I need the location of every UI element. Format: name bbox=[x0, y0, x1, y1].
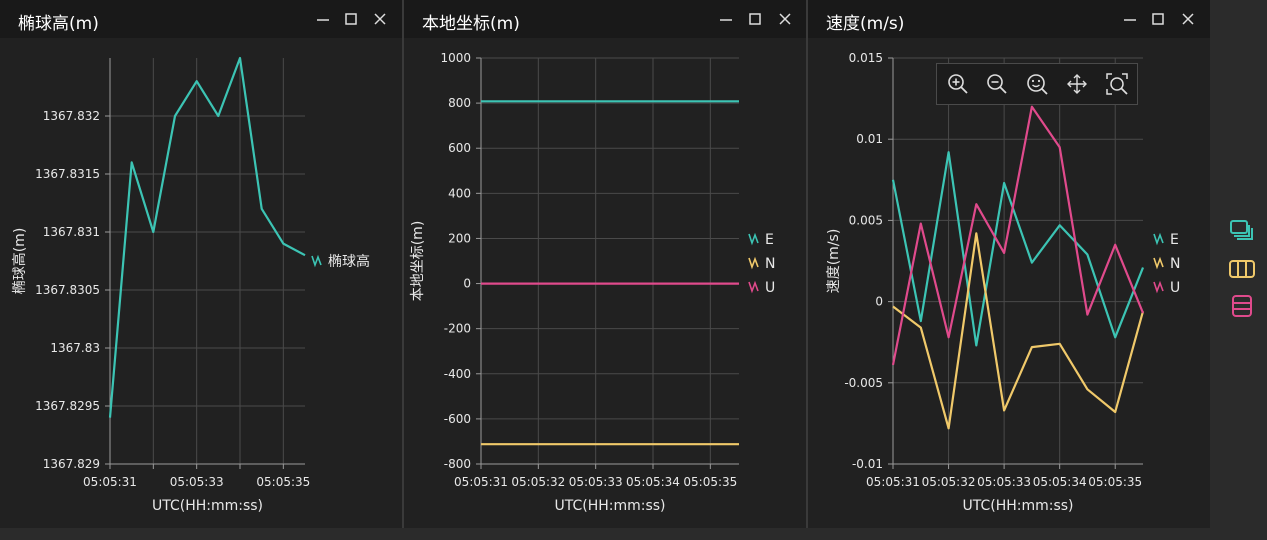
panel-titlebar[interactable]: 本地坐标(m) bbox=[404, 0, 806, 38]
y-tick-label: 0.005 bbox=[849, 213, 883, 227]
x-tick-label: 05:05:33 bbox=[977, 475, 1031, 489]
legend-swatch bbox=[748, 232, 759, 246]
y-tick-label: 1367.8305 bbox=[35, 283, 100, 297]
x-tick-label: 05:05:31 bbox=[866, 475, 920, 489]
x-tick-label: 05:05:34 bbox=[626, 475, 680, 489]
panel-body bbox=[0, 38, 402, 528]
close-icon[interactable] bbox=[369, 8, 391, 30]
layout-vertical-icon[interactable] bbox=[1227, 293, 1257, 319]
panel-title: 本地坐标(m) bbox=[422, 14, 520, 34]
y-tick-label: -800 bbox=[444, 457, 471, 471]
y-tick-label: 0.015 bbox=[849, 51, 883, 65]
x-axis-label: UTC(HH:mm:ss) bbox=[554, 498, 665, 514]
layout-horizontal-icon[interactable] bbox=[1227, 256, 1257, 282]
legend-swatch bbox=[1153, 280, 1164, 294]
legend-label: 椭球高 bbox=[328, 253, 370, 270]
x-tick-label: 05:05:33 bbox=[170, 475, 224, 489]
legend-label: U bbox=[1170, 280, 1180, 296]
y-tick-label: 800 bbox=[448, 96, 471, 110]
minimize-icon[interactable] bbox=[715, 8, 737, 30]
legend-label: E bbox=[1170, 232, 1179, 248]
y-tick-label: 400 bbox=[448, 186, 471, 200]
x-tick-label: 05:05:31 bbox=[83, 475, 137, 489]
zoom-box-icon[interactable] bbox=[1104, 71, 1130, 97]
panel-velocity: 速度(m/s) -0.01 -0.005 0 0.005 0.01 0.015 05:05:… bbox=[808, 0, 1210, 528]
layers-icon[interactable] bbox=[1227, 217, 1257, 243]
y-tick-label: 1367.8315 bbox=[35, 167, 100, 181]
y-tick-label: 0 bbox=[463, 277, 471, 291]
x-tick-label: 05:05:32 bbox=[922, 475, 976, 489]
legend-swatch bbox=[748, 280, 759, 294]
close-icon[interactable] bbox=[1177, 8, 1199, 30]
y-tick-label: 1367.831 bbox=[43, 225, 100, 239]
series-line-N bbox=[892, 232, 1145, 430]
y-tick-label: 1367.83 bbox=[50, 341, 100, 355]
close-icon[interactable] bbox=[774, 8, 796, 30]
y-tick-label: 0 bbox=[875, 295, 883, 309]
x-axis-label: UTC(HH:mm:ss) bbox=[152, 498, 263, 514]
panel-titlebar[interactable]: 椭球高(m) bbox=[0, 0, 402, 38]
zoom-out-icon[interactable] bbox=[984, 71, 1010, 97]
y-tick-label: -400 bbox=[444, 367, 471, 381]
x-tick-label: 05:05:31 bbox=[454, 475, 508, 489]
zoom-in-icon[interactable] bbox=[945, 71, 971, 97]
status-strip bbox=[0, 528, 1210, 540]
legend-swatch bbox=[1153, 232, 1164, 246]
pan-icon[interactable] bbox=[1064, 71, 1090, 97]
panel-divider[interactable] bbox=[806, 0, 808, 528]
y-tick-label: 1000 bbox=[440, 51, 471, 65]
maximize-icon[interactable] bbox=[340, 8, 362, 30]
y-axis-label: 本地坐标(m) bbox=[410, 221, 426, 302]
y-tick-label: 600 bbox=[448, 141, 471, 155]
y-tick-label: -0.01 bbox=[852, 457, 883, 471]
legend-label: U bbox=[765, 280, 775, 296]
y-axis-label: 椭球高(m) bbox=[11, 228, 28, 295]
y-tick-label: 200 bbox=[448, 231, 471, 245]
legend-label: N bbox=[1170, 256, 1180, 272]
y-tick-label: 1367.829 bbox=[43, 457, 100, 471]
panel-ellipsoid-height: 椭球高(m) 1367.829 1367.8295 1367.83 1367.8305… bbox=[0, 0, 402, 528]
ellipsoid-height-chart[interactable]: 1367.829 1367.8295 1367.83 1367.8305 1367.83… bbox=[0, 38, 402, 528]
x-axis-label: UTC(HH:mm:ss) bbox=[962, 498, 1073, 514]
maximize-icon[interactable] bbox=[744, 8, 766, 30]
y-tick-label: 1367.832 bbox=[43, 109, 100, 123]
panel-title: 速度(m/s) bbox=[826, 14, 905, 34]
legend-label: E bbox=[765, 232, 774, 248]
x-tick-label: 05:05:35 bbox=[1088, 475, 1142, 489]
y-tick-label: 0.01 bbox=[856, 132, 883, 146]
x-tick-label: 05:05:35 bbox=[683, 475, 737, 489]
minimize-icon[interactable] bbox=[1119, 8, 1141, 30]
legend-label: N bbox=[765, 256, 775, 272]
x-tick-label: 05:05:32 bbox=[511, 475, 565, 489]
legend-swatch bbox=[311, 254, 322, 268]
chart-toolbar bbox=[936, 63, 1138, 105]
y-tick-label: -0.005 bbox=[844, 376, 883, 390]
maximize-icon[interactable] bbox=[1147, 8, 1169, 30]
panel-local-coordinates: 本地坐标(m) -800 -600 -400 -200 0 200 400 600 800 100… bbox=[404, 0, 806, 528]
series-line-E bbox=[891, 151, 1145, 347]
zoom-reset-icon[interactable] bbox=[1024, 71, 1050, 97]
y-axis-label: 速度(m/s) bbox=[826, 229, 842, 294]
legend-swatch bbox=[748, 256, 759, 270]
y-tick-label: -200 bbox=[444, 322, 471, 336]
y-tick-label: 1367.8295 bbox=[35, 399, 100, 413]
panel-title: 椭球高(m) bbox=[18, 14, 99, 34]
local-coordinates-chart[interactable]: -800 -600 -400 -200 0 200 400 600 800 1000 05:05:3… bbox=[404, 38, 806, 528]
series-line-椭球高 bbox=[108, 56, 306, 418]
legend-swatch bbox=[1153, 256, 1164, 270]
minimize-icon[interactable] bbox=[312, 8, 334, 30]
panel-titlebar[interactable]: 速度(m/s) bbox=[808, 0, 1210, 38]
x-tick-label: 05:05:33 bbox=[569, 475, 623, 489]
x-tick-label: 05:05:34 bbox=[1033, 475, 1087, 489]
series-line-U bbox=[891, 105, 1145, 366]
x-tick-label: 05:05:35 bbox=[256, 475, 310, 489]
y-tick-label: -600 bbox=[444, 412, 471, 426]
panel-divider[interactable] bbox=[402, 0, 404, 528]
panel-body bbox=[808, 38, 1210, 528]
